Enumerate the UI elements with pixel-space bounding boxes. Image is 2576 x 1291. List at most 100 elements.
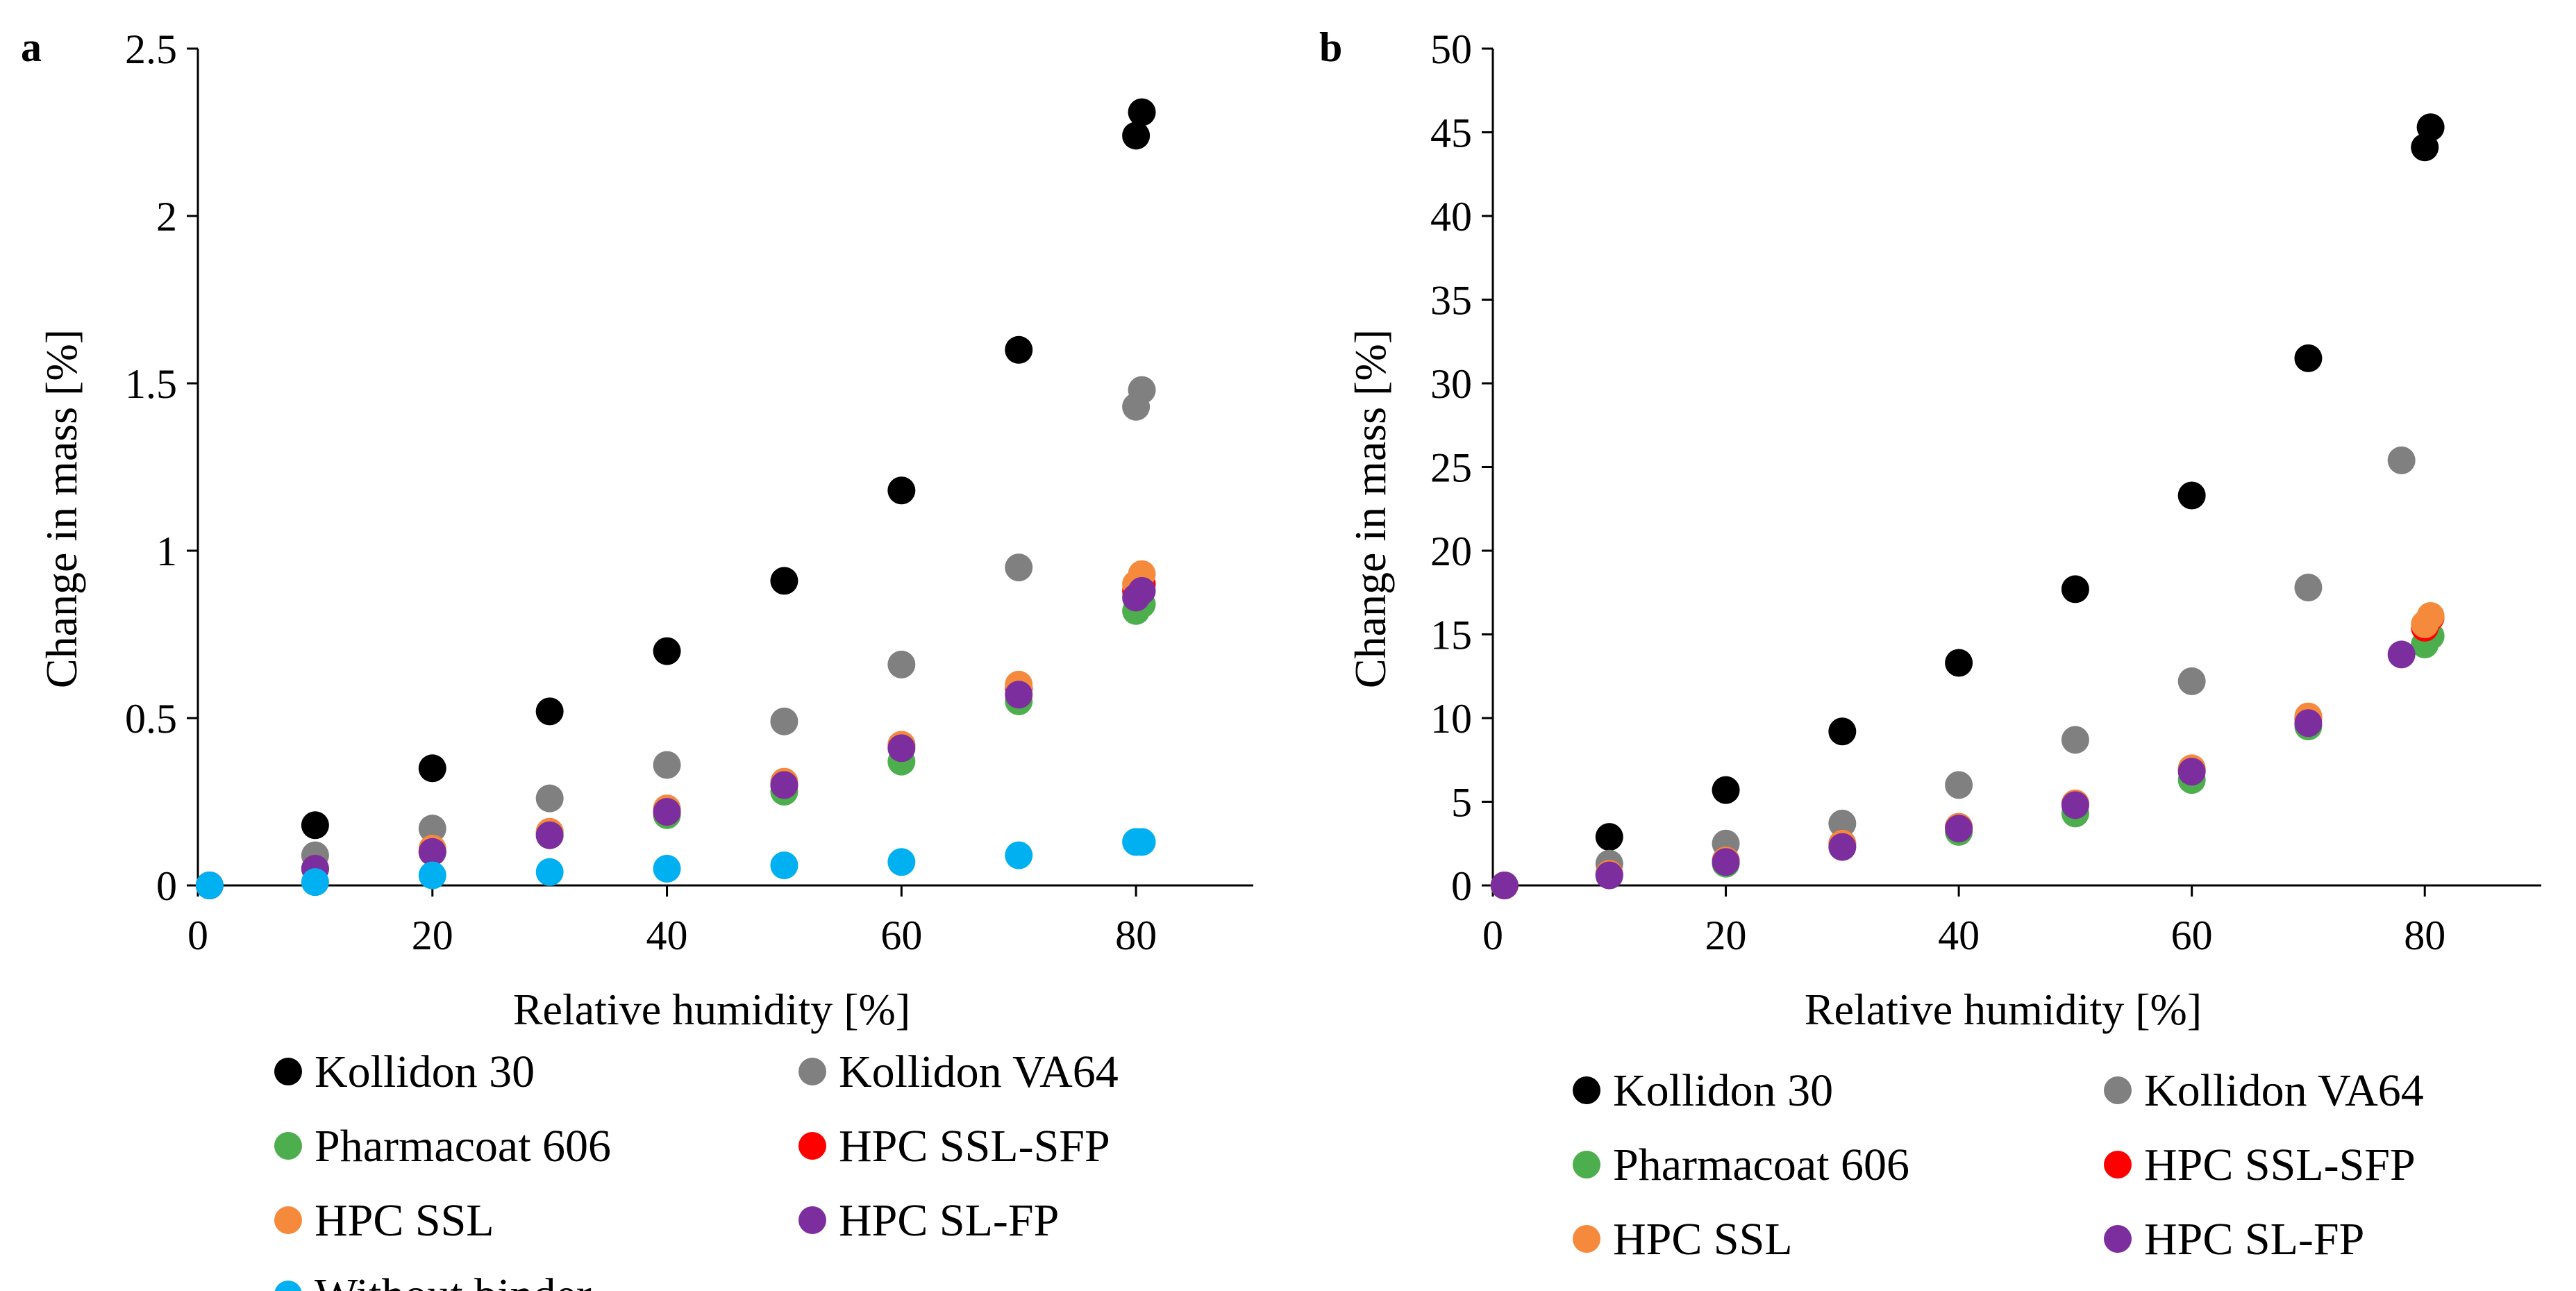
data-point bbox=[1005, 681, 1033, 709]
legend-label: Pharmacoat 606 bbox=[1613, 1140, 1909, 1190]
legend-label: Kollidon 30 bbox=[1613, 1065, 1833, 1116]
x-tick-label: 80 bbox=[1115, 913, 1157, 958]
legend-marker bbox=[2104, 1225, 2132, 1253]
y-tick-label: 1 bbox=[156, 528, 177, 574]
y-axis-title: Change in mass [%] bbox=[37, 329, 86, 688]
legend-marker bbox=[274, 1206, 302, 1234]
y-tick-label: 35 bbox=[1430, 278, 1472, 324]
data-point bbox=[418, 838, 446, 866]
data-point bbox=[1595, 861, 1623, 890]
data-point bbox=[887, 650, 916, 678]
data-point bbox=[1595, 823, 1623, 851]
legend-label: HPC SSL-SFP bbox=[839, 1121, 1110, 1172]
y-tick-label: 20 bbox=[1430, 528, 1472, 574]
data-point bbox=[2177, 481, 2206, 510]
data-point bbox=[2177, 667, 2206, 695]
data-point bbox=[653, 797, 681, 826]
data-point bbox=[535, 858, 564, 886]
legend-marker bbox=[274, 1281, 302, 1291]
data-point bbox=[1128, 828, 1156, 856]
data-point bbox=[2294, 344, 2323, 372]
y-tick-label: 15 bbox=[1430, 613, 1472, 658]
y-tick-label: 40 bbox=[1430, 194, 1472, 240]
data-point bbox=[2177, 758, 2206, 786]
legend-label: HPC SSL bbox=[315, 1195, 494, 1246]
legend-marker bbox=[1573, 1076, 1600, 1104]
legend-marker bbox=[2104, 1151, 2132, 1178]
legend-marker bbox=[798, 1058, 826, 1085]
series-kollidon-30 bbox=[195, 98, 1156, 899]
data-point bbox=[887, 476, 916, 505]
data-point bbox=[1712, 848, 1740, 876]
data-point bbox=[770, 771, 798, 799]
legend-marker bbox=[274, 1132, 302, 1160]
legend-marker bbox=[2104, 1076, 2132, 1104]
y-tick-label: 0 bbox=[156, 863, 177, 909]
data-point bbox=[2387, 640, 2416, 669]
x-axis-title: Relative humidity [%] bbox=[513, 985, 910, 1034]
x-tick-label: 20 bbox=[1705, 913, 1747, 958]
legend-label: Kollidon 30 bbox=[315, 1047, 535, 1097]
legend-label: HPC SSL-SFP bbox=[2144, 1140, 2416, 1190]
x-tick-label: 40 bbox=[1938, 913, 1980, 958]
data-point bbox=[1945, 649, 1973, 677]
legend-label: HPC SL-FP bbox=[2144, 1214, 2364, 1265]
y-tick-label: 0 bbox=[1451, 863, 1472, 909]
x-tick-label: 0 bbox=[1482, 913, 1503, 958]
y-tick-label: 1.5 bbox=[125, 361, 177, 407]
y-tick-label: 50 bbox=[1430, 26, 1472, 72]
data-point bbox=[653, 751, 681, 779]
y-tick-label: 45 bbox=[1430, 110, 1472, 156]
series-without-binder bbox=[195, 828, 1156, 899]
legend-marker bbox=[274, 1058, 302, 1085]
data-point bbox=[2061, 575, 2089, 603]
x-tick-label: 20 bbox=[412, 913, 453, 958]
data-point bbox=[2416, 601, 2445, 630]
legend-marker bbox=[798, 1132, 826, 1160]
x-tick-label: 60 bbox=[880, 913, 922, 958]
data-point bbox=[653, 637, 681, 665]
series-hpc-ssl bbox=[1490, 601, 2445, 899]
data-point bbox=[535, 697, 564, 726]
data-point bbox=[301, 868, 329, 897]
y-tick-label: 2 bbox=[156, 194, 177, 240]
y-tick-label: 25 bbox=[1430, 445, 1472, 491]
y-tick-label: 0.5 bbox=[125, 696, 177, 742]
x-tick-label: 40 bbox=[646, 913, 688, 958]
y-tick-label: 5 bbox=[1451, 780, 1472, 826]
data-point bbox=[1128, 576, 1156, 605]
legend-label: Without binder bbox=[315, 1269, 592, 1291]
x-tick-label: 0 bbox=[187, 913, 208, 958]
x-tick-label: 80 bbox=[2404, 913, 2445, 958]
data-point bbox=[2061, 726, 2089, 754]
chart-panel-a: a 0 0.5 1 1.5 2 2.5 0 20 40 60 80 Relative humidity … bbox=[21, 24, 1253, 1291]
data-point bbox=[1490, 872, 1519, 899]
data-point bbox=[770, 851, 798, 880]
data-point bbox=[1128, 376, 1156, 404]
data-point bbox=[535, 821, 564, 849]
legend-marker bbox=[1573, 1225, 1600, 1253]
data-point bbox=[1828, 717, 1857, 746]
panel-label: b bbox=[1319, 24, 1342, 70]
data-point bbox=[2061, 791, 2089, 819]
legend-label: Kollidon VA64 bbox=[839, 1047, 1119, 1097]
series-kollidon-va64 bbox=[1490, 446, 2416, 899]
y-tick-label: 2.5 bbox=[125, 26, 177, 72]
data-point bbox=[2387, 446, 2416, 474]
legend-marker bbox=[798, 1206, 826, 1234]
panel-label: a bbox=[21, 24, 42, 70]
data-point bbox=[1712, 776, 1740, 804]
data-point bbox=[1828, 809, 1857, 838]
data-point bbox=[2294, 574, 2323, 602]
y-tick-label: 10 bbox=[1430, 696, 1472, 742]
chart-panel-b: b 0 5 10 15 20 25 30 35 40 45 50 0 20 40 60 80 Relative h… bbox=[1319, 24, 2541, 1265]
data-point bbox=[1128, 98, 1156, 126]
legend-label: Kollidon VA64 bbox=[2144, 1065, 2424, 1116]
data-point bbox=[2416, 113, 2445, 142]
data-point bbox=[418, 754, 446, 783]
legend-label: Pharmacoat 606 bbox=[315, 1121, 611, 1172]
legend-marker bbox=[1573, 1151, 1600, 1178]
data-point bbox=[1122, 122, 1151, 150]
data-point bbox=[887, 848, 916, 876]
